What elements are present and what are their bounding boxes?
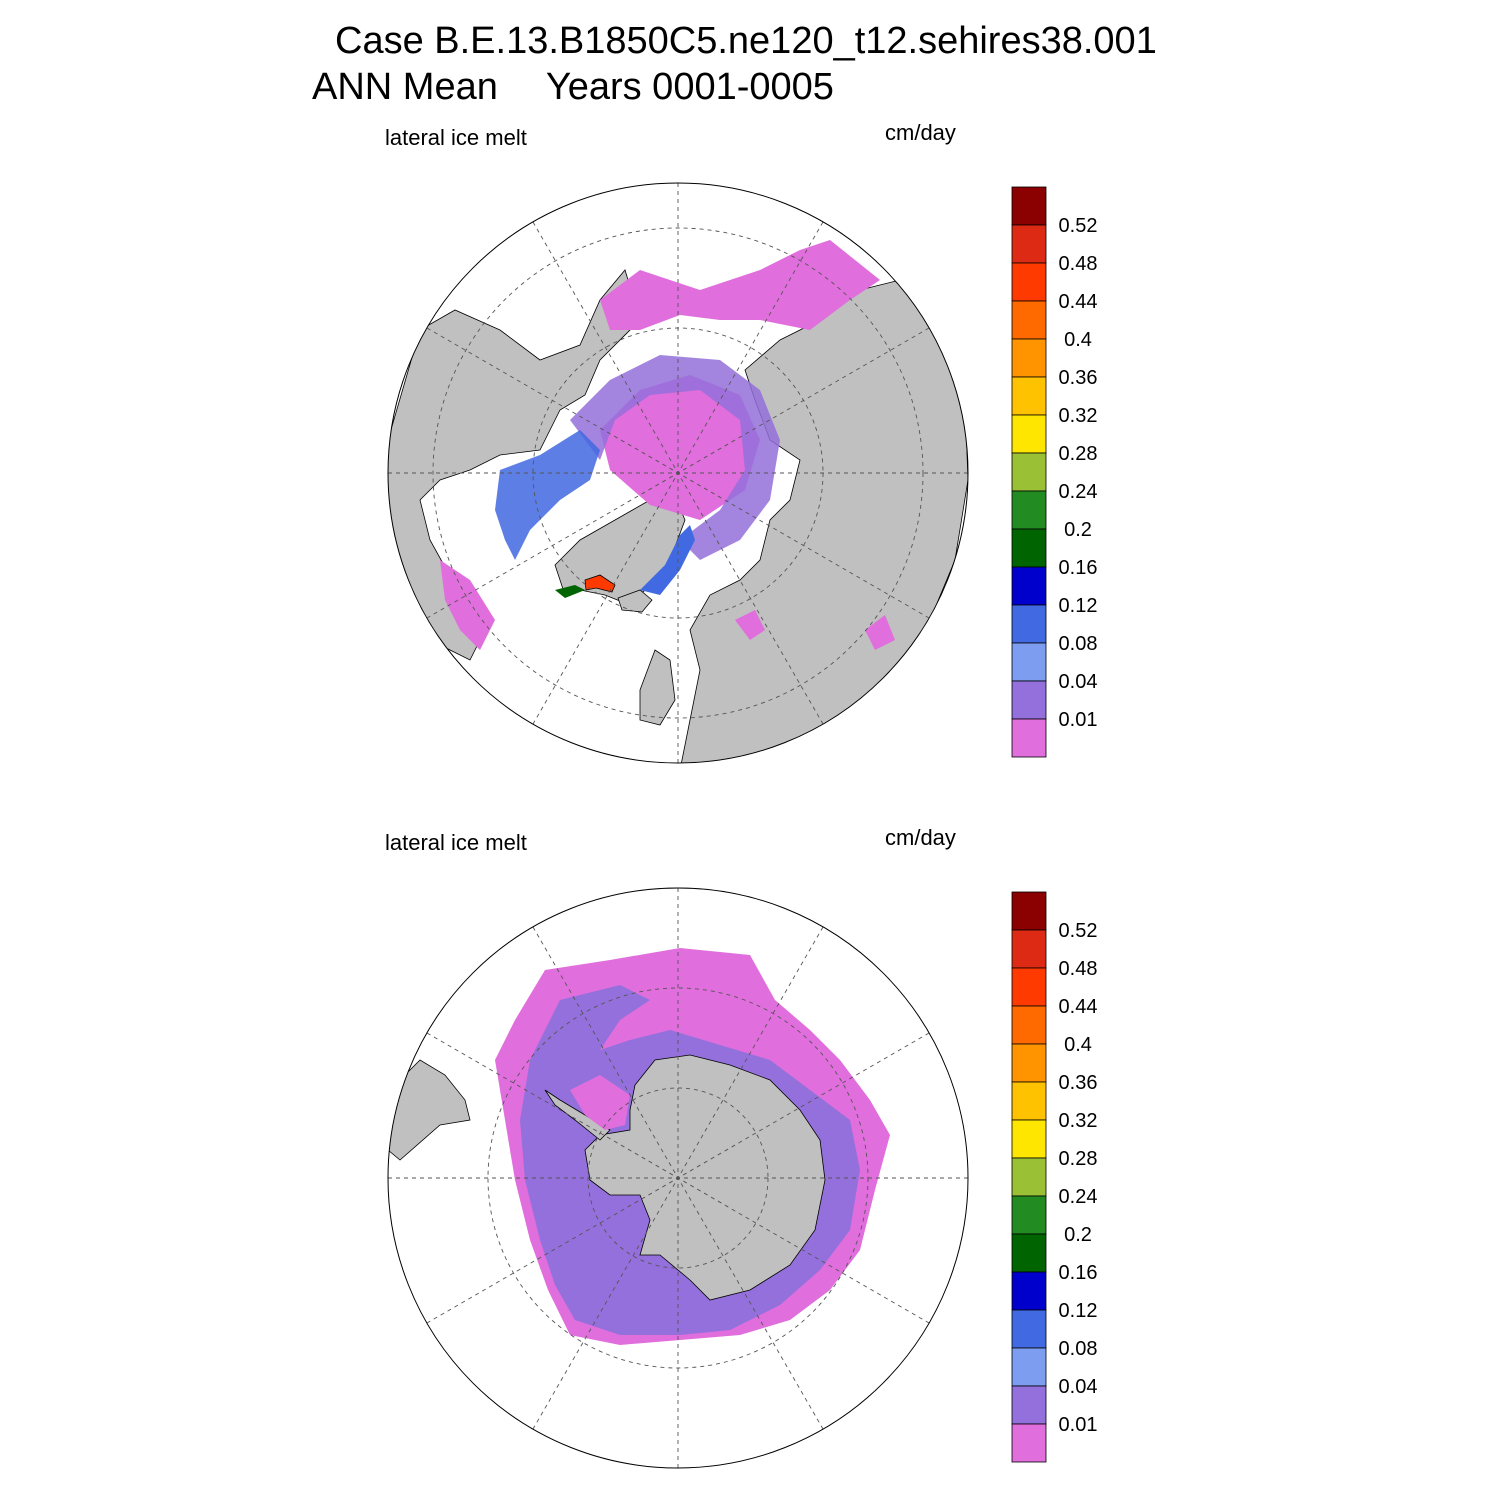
antarctic-colorbar-tick-label: 0.4 (1064, 1034, 1092, 1056)
arctic-colorbar-segment (1011, 452, 1047, 492)
antarctic-colorbar-segment (1011, 1385, 1047, 1425)
arctic-colorbar-tick-label: 0.16 (1059, 557, 1098, 579)
arctic-colorbar-segment (1011, 338, 1047, 378)
arctic-colorbar-segment (1011, 566, 1047, 606)
antarctic-colorbar-segment (1011, 1423, 1047, 1463)
arctic-sea-ice-labrador (440, 560, 495, 650)
antarctic-colorbar-tick-label: 0.52 (1059, 920, 1098, 942)
arctic-colorbar-tick-label: 0.24 (1059, 481, 1098, 503)
arctic-colorbar-tick-label: 0.12 (1059, 595, 1098, 617)
arctic-colorbar-tick-label: 0.4 (1064, 329, 1092, 351)
arctic-colorbar: 0.52 0.48 0.44 0.4 0.36 0.32 0.28 0.24 0.2 0.16 0.… (1011, 186, 1098, 758)
arctic-map (387, 182, 969, 764)
arctic-variable-label: lateral ice melt (385, 125, 527, 150)
antarctic-colorbar-segment (1011, 1309, 1047, 1349)
arctic-colorbar-segment (1011, 262, 1047, 302)
arctic-sea-ice-low-melt (600, 375, 760, 520)
antarctic-units-label: cm/day (885, 825, 956, 850)
arctic-colorbar-segment (1011, 186, 1047, 226)
antarctic-colorbar-tick-label: 0.24 (1059, 1186, 1098, 1208)
figure-title-case: Case B.E.13.B1850C5.ne120_t12.sehires38.… (335, 20, 1157, 62)
antarctic-colorbar-segment (1011, 1271, 1047, 1311)
antarctic-meridian-120 (426, 1032, 930, 1324)
antarctic-colorbar-tick-label: 0.48 (1059, 958, 1098, 980)
arctic-colorbar-tick-label: 0.44 (1059, 291, 1098, 313)
arctic-high-melt-streak (584, 574, 616, 593)
arctic-colorbar-tick-label: 0.36 (1059, 367, 1098, 389)
antarctic-map-border (387, 887, 969, 1469)
arctic-colorbar-segment (1011, 680, 1047, 720)
arctic-sea-ice-canadian-archipelago (495, 430, 600, 560)
arctic-graticule (388, 183, 968, 763)
title-mean-type: ANN Mean (312, 66, 498, 108)
antarctic-sea-ice-weddell (570, 1075, 630, 1130)
arctic-colorbar-segment (1011, 376, 1047, 416)
arctic-land-north-america (388, 269, 641, 661)
arctic-colorbar-segment (1011, 490, 1047, 530)
antarctic-colorbar-tick-label: 0.01 (1059, 1414, 1098, 1436)
arctic-colorbar-segment (1011, 414, 1047, 454)
arctic-colorbar-tick-label: 0.52 (1059, 215, 1098, 237)
antarctic-land-antarctica (584, 1054, 826, 1301)
antarctic-graticule (388, 888, 968, 1468)
arctic-colorbar-tick-label: 0.28 (1059, 443, 1098, 465)
antarctic-colorbar-segment (1011, 1157, 1047, 1197)
arctic-sea-ice-bering (600, 240, 880, 330)
figure-title-period: ANN Mean Years 0001-0005 (312, 66, 834, 109)
antarctic-colorbar-segment (1011, 1119, 1047, 1159)
arctic-colorbar-tick-label: 0.04 (1059, 671, 1098, 693)
antarctic-colorbar-tick-label: 0.04 (1059, 1376, 1098, 1398)
antarctic-map (387, 887, 969, 1469)
arctic-colorbar-tick-label: 0.01 (1059, 709, 1098, 731)
arctic-land-british-isles (639, 649, 676, 726)
arctic-map-border (387, 182, 969, 764)
title-years: Years 0001-0005 (545, 66, 834, 108)
arctic-sea-ice-baltic (735, 610, 765, 640)
antarctic-colorbar-tick-label: 0.08 (1059, 1338, 1098, 1360)
antarctic-colorbar-segment (1011, 1043, 1047, 1083)
antarctic-colorbar-segment (1011, 1005, 1047, 1045)
antarctic-variable-label: lateral ice melt (385, 830, 527, 855)
arctic-sea-ice-ring (570, 355, 780, 560)
antarctic-colorbar-tick-label: 0.44 (1059, 996, 1098, 1018)
arctic-units-label: cm/day (885, 120, 956, 145)
antarctic-colorbar-tick-label: 0.16 (1059, 1262, 1098, 1284)
antarctic-colorbar-tick-label: 0.2 (1064, 1224, 1092, 1246)
arctic-colorbar-segment (1011, 300, 1047, 340)
antarctic-colorbar-tick-label: 0.28 (1059, 1148, 1098, 1170)
arctic-colorbar-segment (1011, 642, 1047, 682)
antarctic-colorbar-segment (1011, 929, 1047, 969)
arctic-colorbar-tick-label: 0.48 (1059, 253, 1098, 275)
antarctic-colorbar-tick-label: 0.12 (1059, 1300, 1098, 1322)
arctic-medium-melt-streak (555, 585, 585, 598)
antarctic-colorbar: 0.52 0.48 0.44 0.4 0.36 0.32 0.28 0.24 0.2 0.16 0.… (1011, 891, 1098, 1463)
arctic-land-iceland (617, 589, 653, 613)
antarctic-colorbar-tick-label: 0.36 (1059, 1072, 1098, 1094)
antarctic-colorbar-segment (1011, 891, 1047, 931)
arctic-sea-ice-okhotsk (865, 615, 895, 650)
antarctic-colorbar-segment (1011, 1195, 1047, 1235)
arctic-colorbar-segment (1011, 604, 1047, 644)
arctic-colorbar-tick-label: 0.32 (1059, 405, 1098, 427)
arctic-colorbar-tick-label: 0.08 (1059, 633, 1098, 655)
arctic-colorbar-segment (1011, 224, 1047, 264)
arctic-colorbar-segment (1011, 718, 1047, 758)
arctic-latitude-circle-outer (432, 227, 924, 719)
arctic-colorbar-segment (1011, 528, 1047, 568)
arctic-meridian-120 (426, 327, 930, 619)
antarctic-colorbar-segment (1011, 1347, 1047, 1387)
arctic-colorbar-tick-label: 0.2 (1064, 519, 1092, 541)
antarctic-colorbar-segment (1011, 1081, 1047, 1121)
antarctic-colorbar-segment (1011, 967, 1047, 1007)
antarctic-colorbar-tick-label: 0.32 (1059, 1110, 1098, 1132)
antarctic-colorbar-segment (1011, 1233, 1047, 1273)
arctic-sea-ice-east-greenland (640, 525, 695, 595)
